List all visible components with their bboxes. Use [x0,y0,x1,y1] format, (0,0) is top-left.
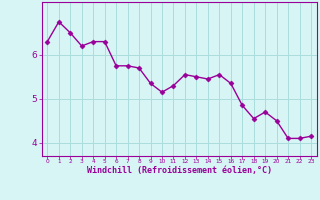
X-axis label: Windchill (Refroidissement éolien,°C): Windchill (Refroidissement éolien,°C) [87,166,272,175]
